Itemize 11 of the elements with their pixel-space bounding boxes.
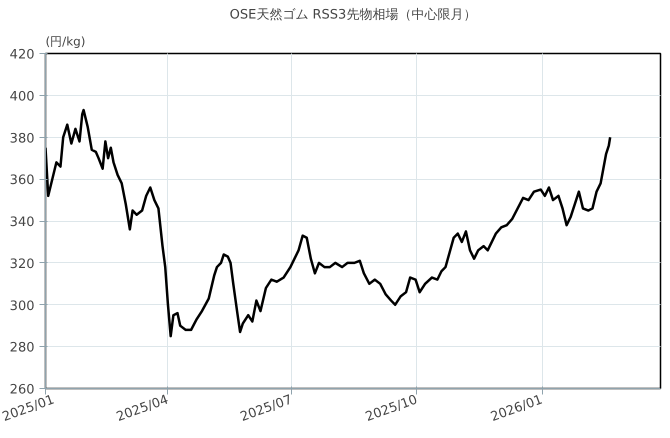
y-tick-label: 280 xyxy=(10,340,35,356)
y-tick-label: 260 xyxy=(10,382,35,398)
y-tick-label: 360 xyxy=(10,173,35,188)
y-axis-title: (円/kg) xyxy=(46,34,86,48)
chart-title: OSE天然ゴム RSS3先物相場（中心限月） xyxy=(230,6,476,22)
y-tick-label: 380 xyxy=(10,131,35,146)
y-tick-label: 400 xyxy=(10,89,35,104)
y-tick-label: 300 xyxy=(10,298,35,314)
y-tick-label: 320 xyxy=(10,256,35,272)
y-tick-label: 420 xyxy=(10,48,35,62)
y-tick-label: 340 xyxy=(10,215,35,230)
